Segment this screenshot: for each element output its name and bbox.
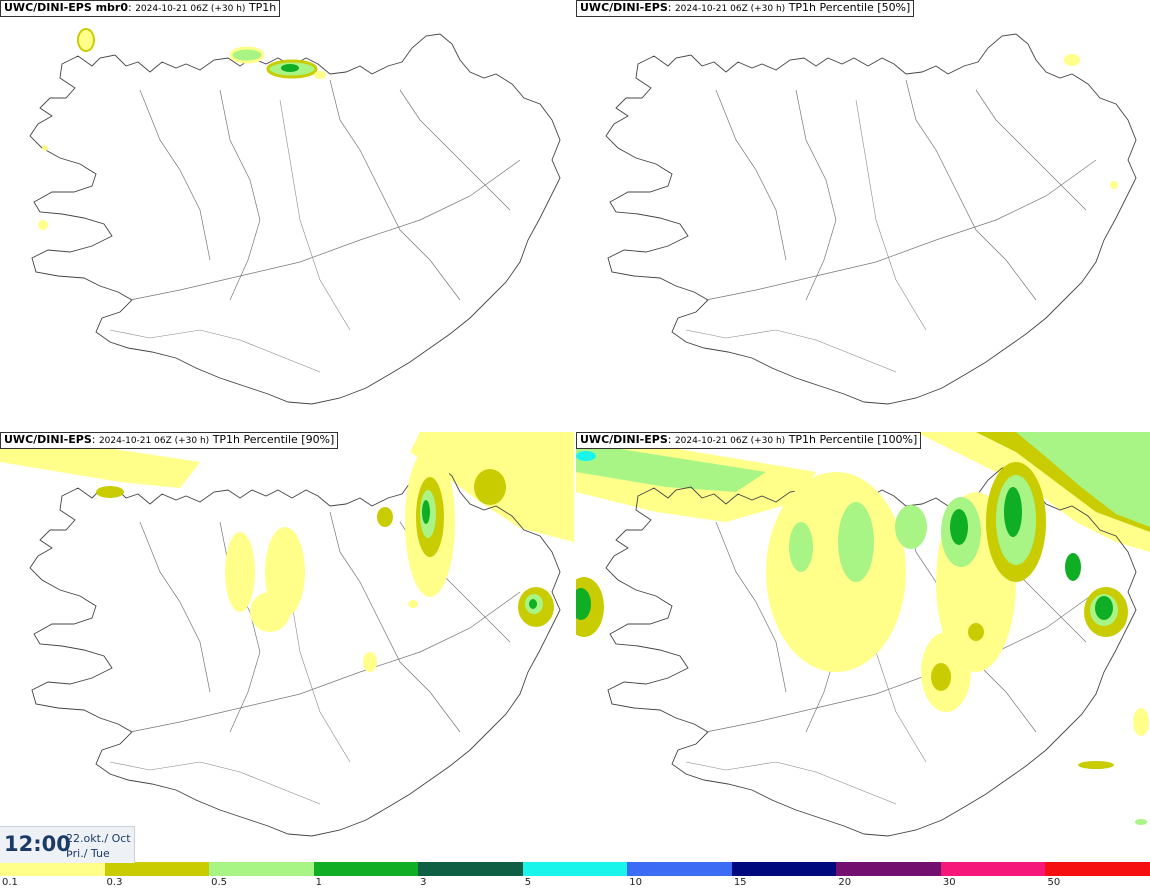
iceland-map (29, 28, 561, 405)
panel-title: UWC/DINI-EPS: 2024-10-21 06Z (+30 h) TP1… (576, 432, 922, 449)
map-panel-p100: UWC/DINI-EPS: 2024-10-21 06Z (+30 h) TP1… (576, 432, 1150, 863)
colorbar-tick-label: 30 (942, 877, 956, 888)
iceland-map (605, 33, 1137, 405)
iceland-map (576, 432, 1150, 837)
colorbar-tick-label: 15 (733, 877, 747, 888)
colorbar-tick-label: 5 (524, 877, 532, 888)
colorbar-swatch (522, 862, 628, 876)
panel-title: UWC/DINI-EPS: 2024-10-21 06Z (+30 h) TP1… (0, 432, 339, 449)
panel-title: UWC/DINI-EPS: 2024-10-21 06Z (+30 h) TP1… (576, 0, 915, 17)
colorbar-tick-label: 10 (629, 877, 642, 888)
valid-time-box: 12:00 22.okt./ Oct Þri./ Tue (0, 826, 135, 863)
map-panel-p50: UWC/DINI-EPS: 2024-10-21 06Z (+30 h) TP1… (576, 0, 1150, 431)
colorbar-swatch (940, 862, 1046, 876)
colorbar-tick-label: 20 (838, 877, 852, 888)
colorbar-tick-label: 0.3 (106, 877, 123, 888)
iceland-map (0, 432, 574, 837)
valid-time-clock: 12:00 (4, 832, 71, 856)
colorbar-swatch (104, 862, 210, 876)
map-panel-mbr0: UWC/DINI-EPS mbr0: 2024-10-21 06Z (+30 h… (0, 0, 574, 431)
map-panel-p90: UWC/DINI-EPS: 2024-10-21 06Z (+30 h) TP1… (0, 432, 574, 863)
colorbar-swatch (627, 862, 733, 876)
colorbar-tick-label: 3 (420, 877, 427, 888)
colorbar-tick-label: 1 (315, 877, 322, 888)
colorbar-tick-label: 50 (1047, 877, 1061, 888)
colorbar-tick-label: 0.1 (2, 877, 18, 888)
colorbar-swatch (731, 862, 837, 876)
panel-title: UWC/DINI-EPS mbr0: 2024-10-21 06Z (+30 h… (0, 0, 281, 17)
colorbar-tick-label: 0.5 (211, 877, 227, 888)
colorbar-swatch (0, 862, 106, 876)
colorbar-swatch (209, 862, 315, 876)
valid-time-date: 22.okt./ Oct Þri./ Tue (66, 832, 131, 860)
colorbar-swatch (836, 862, 942, 876)
precipitation-colorbar: 0.1 0.3 0.5 1 3 5 10 15 20 30 50 (0, 862, 1150, 891)
colorbar-swatch (418, 862, 524, 876)
colorbar-swatch (313, 862, 419, 876)
colorbar-swatch (1045, 862, 1150, 876)
